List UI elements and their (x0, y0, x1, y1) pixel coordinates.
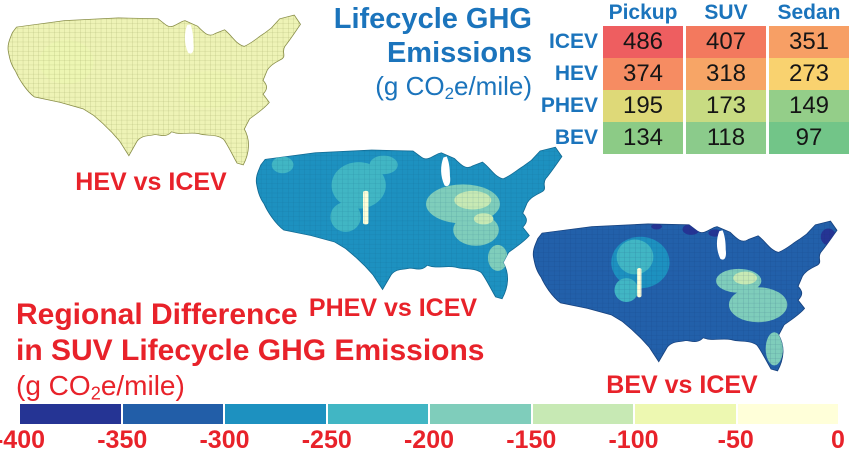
row-header-hev: HEV (554, 62, 598, 85)
regional-title-line2: in SUV Lifecycle GHG Emissions (16, 334, 485, 367)
regional-title-unit: (g CO2e/mile) (16, 370, 185, 404)
colorbar-segment (532, 404, 633, 424)
colorbar-tick: -100 (608, 426, 659, 454)
region-patches-bev (533, 221, 837, 371)
colorbar-tick: -200 (403, 426, 455, 454)
figure-title-unit: (g CO2e/mile) (375, 71, 532, 104)
map-bev-vs-icev (527, 211, 850, 381)
row-header-bev: BEV (554, 126, 598, 149)
emissions-table: Pickup SUV Sedan ICEV 486 407 351 HEV 37… (538, 0, 849, 154)
colorbar-tick: -300 (199, 426, 250, 454)
table-cell: 273 (769, 58, 849, 90)
colorbar-segment (225, 404, 326, 424)
colorbar-tick: 0 (831, 426, 845, 454)
colorbar-tick: -350 (97, 426, 148, 454)
colorbar-segment (122, 404, 223, 424)
table-cell: 149 (769, 90, 849, 122)
colorbar-segment (430, 404, 531, 424)
colorbar (20, 404, 838, 424)
figure-title: Lifecycle GHG Emissions (g CO2e/mile) (298, 2, 532, 105)
colorbar-segment (20, 404, 121, 424)
map-hev-vs-icev (2, 5, 314, 175)
figure-title-line1: Lifecycle GHG (333, 3, 532, 35)
regional-title: Regional Difference in SUV Lifecycle GHG… (16, 297, 485, 405)
table-cell: 173 (686, 90, 766, 122)
table-cell: 351 (769, 26, 849, 58)
colorbar-ticks: -400 -350 -300 -250 -200 -150 -100 -50 0 (0, 426, 845, 454)
colorbar-segment (327, 404, 428, 424)
colorbar-tick: -250 (301, 426, 352, 454)
map-label-phev-vs-icev: PHEV vs ICEV (308, 294, 478, 322)
table-cell: 486 (603, 26, 683, 58)
table-cell: 134 (603, 122, 683, 154)
map-label-hev-vs-icev: HEV vs ICEV (75, 168, 227, 196)
table-cell: 97 (769, 122, 849, 154)
table-cell: 118 (686, 122, 766, 154)
table-cell: 318 (686, 58, 766, 90)
col-header-sedan: Sedan (777, 1, 841, 24)
col-header-suv: SUV (704, 1, 748, 24)
row-header-icev: ICEV (548, 30, 598, 53)
table-corner (538, 0, 600, 26)
colorbar-segment (635, 404, 736, 424)
lake-michigan (716, 230, 726, 260)
table-cell: 407 (686, 26, 766, 58)
colorbar-segment (737, 404, 838, 424)
regional-title-line1: Regional Difference (16, 298, 298, 331)
lake-michigan (184, 24, 194, 54)
row-header-phev: PHEV (540, 94, 598, 117)
table-cell: 374 (603, 58, 683, 90)
lake-michigan (441, 156, 451, 187)
figure-title-line2: Emissions (386, 37, 532, 70)
table-cell: 195 (603, 90, 683, 122)
us-county-map-hev (7, 14, 301, 166)
map-label-bev-vs-icev: BEV vs ICEV (606, 371, 758, 399)
colorbar-tick: -50 (717, 426, 754, 454)
us-county-map-phev (255, 146, 563, 300)
us-county-map-bev (532, 220, 838, 372)
colorbar-tick: -150 (506, 426, 557, 454)
map-phev-vs-icev (250, 137, 576, 309)
colorbar-tick: -400 (0, 426, 46, 454)
col-header-pickup: Pickup (608, 1, 678, 24)
